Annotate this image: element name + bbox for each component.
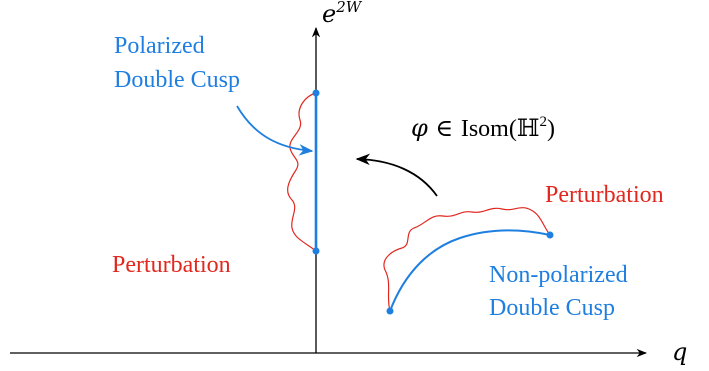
- nonpolarized-right-point: [546, 231, 554, 239]
- nonpolarized-double-cusp-arc: [389, 229, 551, 312]
- left-perturbation-curve: [287, 92, 317, 252]
- y-axis-label-exponent: 2W: [335, 0, 363, 16]
- polarized-label-arrow: [236, 105, 314, 156]
- isometry-sup: 2: [540, 114, 548, 130]
- nonpolarized-label-line2: Double Cusp: [489, 295, 615, 321]
- polarized-label-line2: Double Cusp: [114, 67, 240, 93]
- isometry-phi: φ ∈: [411, 114, 461, 142]
- perturbation-right-label: Perturbation: [545, 182, 664, 208]
- isometry-close: ): [547, 116, 555, 142]
- polarized-bottom-point: [312, 247, 320, 255]
- isometry-label: φ ∈ Isom(ℍ2): [411, 114, 555, 142]
- polarized-label-line1: Polarized: [114, 33, 205, 59]
- isometry-isom: Isom(ℍ: [461, 116, 540, 142]
- nonpolarized-left-point: [386, 307, 394, 315]
- perturbation-left-label: Perturbation: [112, 252, 231, 278]
- isometry-arrow: [355, 153, 438, 197]
- right-perturbation-curve: [383, 207, 551, 312]
- y-axis-label-base: e: [322, 0, 336, 28]
- nonpolarized-label-line1: Non-polarized: [489, 262, 628, 288]
- polarized-top-point: [312, 89, 320, 97]
- y-axis-label: e2W: [322, 0, 363, 28]
- x-axis-label: q: [672, 338, 687, 366]
